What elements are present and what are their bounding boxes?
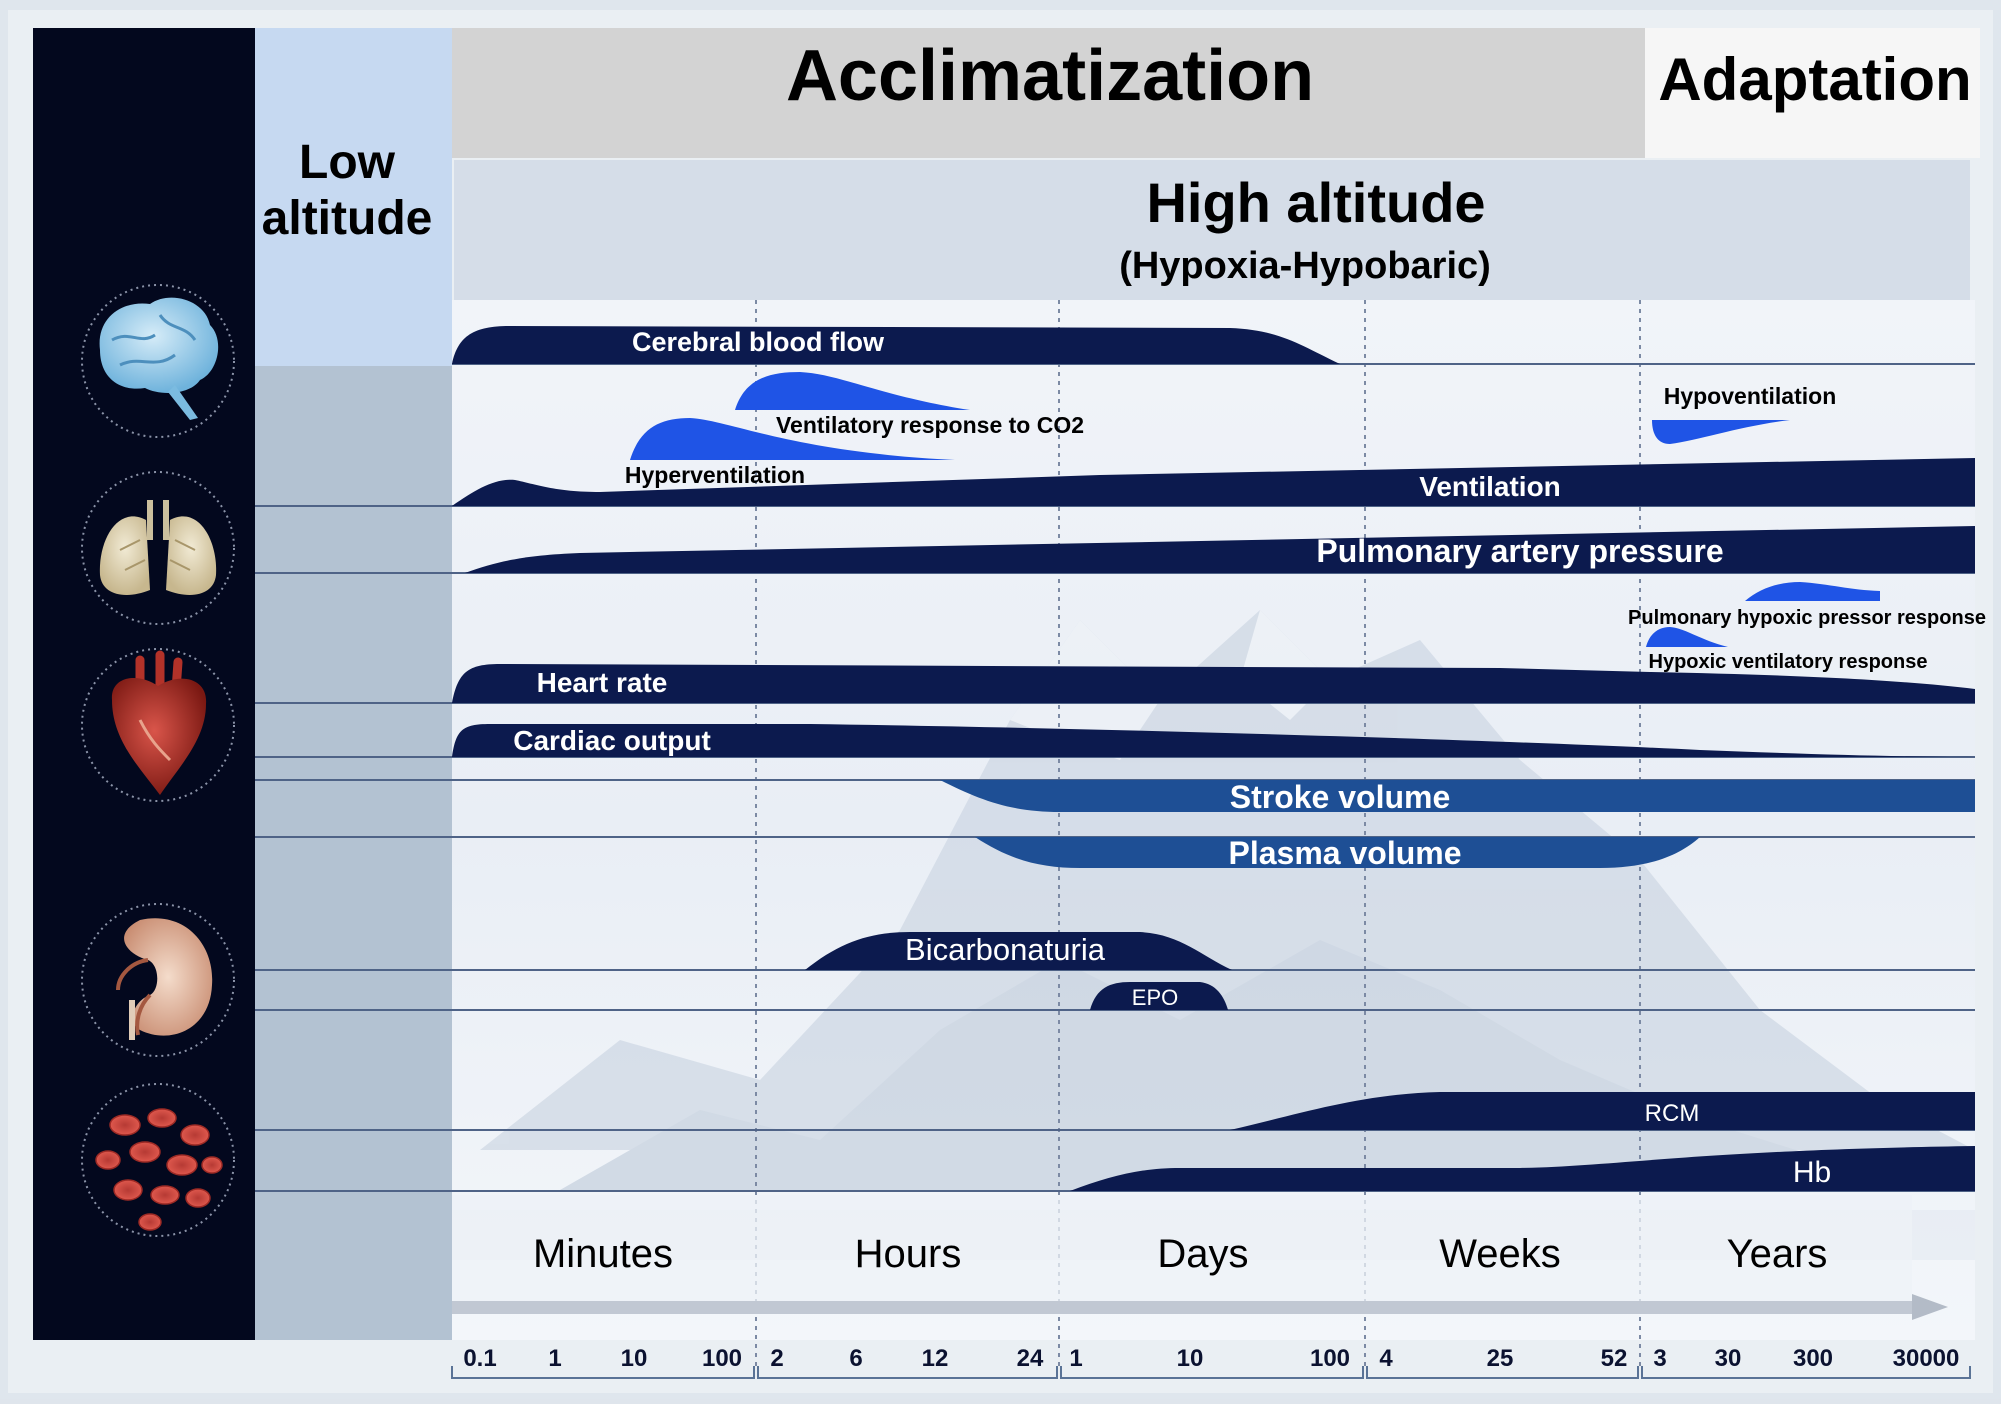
high-altitude-title: High altitude xyxy=(1146,171,1485,234)
tick-label: 10 xyxy=(1177,1345,1204,1372)
acclimatization-title: Acclimatization xyxy=(786,36,1314,116)
tick-label: 12 xyxy=(922,1345,949,1372)
tick-label: 10 xyxy=(621,1345,648,1372)
ventilatory-response-co2-shape xyxy=(735,372,970,410)
hypoxic-ventilatory-response-label: Hypoxic ventilatory response xyxy=(1649,651,1928,673)
hb-label: Hb xyxy=(1793,1156,1831,1189)
acclimatization-banner xyxy=(452,28,1645,158)
tick-label: 300 xyxy=(1793,1345,1833,1372)
pulmonary-artery-pressure-label: Pulmonary artery pressure xyxy=(1316,533,1723,569)
hyperventilation-label: Hyperventilation xyxy=(625,462,805,488)
rcm-band xyxy=(1230,1092,1975,1130)
time-arrow xyxy=(452,1294,1948,1320)
stroke-volume-label: Stroke volume xyxy=(1230,779,1451,815)
tick-label: 2 xyxy=(770,1345,783,1372)
hypoxic-ventilatory-response-shape xyxy=(1646,627,1728,647)
ventilation-band xyxy=(452,458,1975,506)
tick-labels: 0.1 1 10 100 2 6 12 24 1 10 100 4 25 52 … xyxy=(463,1345,1959,1372)
tick-label: 1 xyxy=(1069,1345,1082,1372)
heart-rate-band xyxy=(452,664,1975,703)
tick-label: 25 xyxy=(1487,1345,1514,1372)
tick-label: 1 xyxy=(548,1345,561,1372)
time-unit-strip xyxy=(452,1195,1912,1305)
tick-label: 6 xyxy=(849,1345,862,1372)
plasma-volume-label: Plasma volume xyxy=(1229,835,1462,871)
hyperventilation-shape xyxy=(630,418,955,460)
tick-label: 52 xyxy=(1601,1345,1628,1372)
ventilatory-response-co2-label: Ventilatory response to CO2 xyxy=(776,412,1084,438)
epo-label: EPO xyxy=(1132,985,1178,1010)
high-altitude-banner xyxy=(454,160,1970,300)
hypoventilation-label: Hypoventilation xyxy=(1664,383,1837,409)
low-altitude-header xyxy=(255,28,452,366)
cardiac-output-band xyxy=(452,724,1975,757)
unit-years: Years xyxy=(1727,1232,1828,1276)
adaptation-banner xyxy=(1645,28,1980,158)
tick-label: 4 xyxy=(1379,1345,1393,1372)
low-altitude-title-line1: Low xyxy=(299,136,396,189)
stroke-volume-band xyxy=(940,780,1975,812)
brain-icon xyxy=(81,284,235,438)
pulmonary-hypoxic-pressor-response-shape xyxy=(1745,582,1880,601)
heart-icon xyxy=(81,648,235,802)
unit-hours: Hours xyxy=(855,1232,962,1276)
bicarbonaturia-label: Bicarbonaturia xyxy=(905,932,1106,967)
tick-label: 100 xyxy=(702,1345,742,1372)
hb-band xyxy=(1070,1146,1975,1191)
pulmonary-artery-pressure-band xyxy=(465,526,1975,573)
unit-days: Days xyxy=(1157,1232,1248,1276)
tick-label: 3 xyxy=(1653,1345,1666,1372)
adaptation-title: Adaptation xyxy=(1658,46,1971,113)
hypoventilation-shape xyxy=(1652,420,1790,444)
lungs-icon xyxy=(81,471,235,625)
tick-label: 0.1 xyxy=(463,1345,496,1372)
tick-label: 30 xyxy=(1715,1345,1742,1372)
red-blood-cells-icon xyxy=(81,1083,235,1237)
pulmonary-hypoxic-pressor-response-label: Pulmonary hypoxic pressor response xyxy=(1628,607,1986,629)
tick-label: 24 xyxy=(1017,1345,1044,1372)
heart-rate-label: Heart rate xyxy=(537,667,668,698)
tick-axis xyxy=(451,1366,1971,1379)
kidney-icon xyxy=(81,903,235,1057)
low-altitude-title-line2: altitude xyxy=(262,192,433,245)
cerebral-blood-flow-band xyxy=(452,326,1340,364)
ventilation-label: Ventilation xyxy=(1419,471,1561,502)
rcm-label: RCM xyxy=(1645,1100,1700,1127)
cerebral-blood-flow-label: Cerebral blood flow xyxy=(632,327,885,357)
epo-band xyxy=(1090,982,1228,1010)
plasma-volume-band xyxy=(975,837,1700,868)
tick-label: 100 xyxy=(1310,1345,1350,1372)
high-altitude-subtitle: (Hypoxia-Hypobaric) xyxy=(1119,245,1491,287)
tick-label: 30000 xyxy=(1893,1345,1960,1372)
low-altitude-column xyxy=(255,366,452,1340)
unit-weeks: Weeks xyxy=(1439,1232,1561,1276)
bicarbonaturia-band xyxy=(805,932,1232,970)
cardiac-output-label: Cardiac output xyxy=(513,725,711,756)
unit-minutes: Minutes xyxy=(533,1232,673,1276)
